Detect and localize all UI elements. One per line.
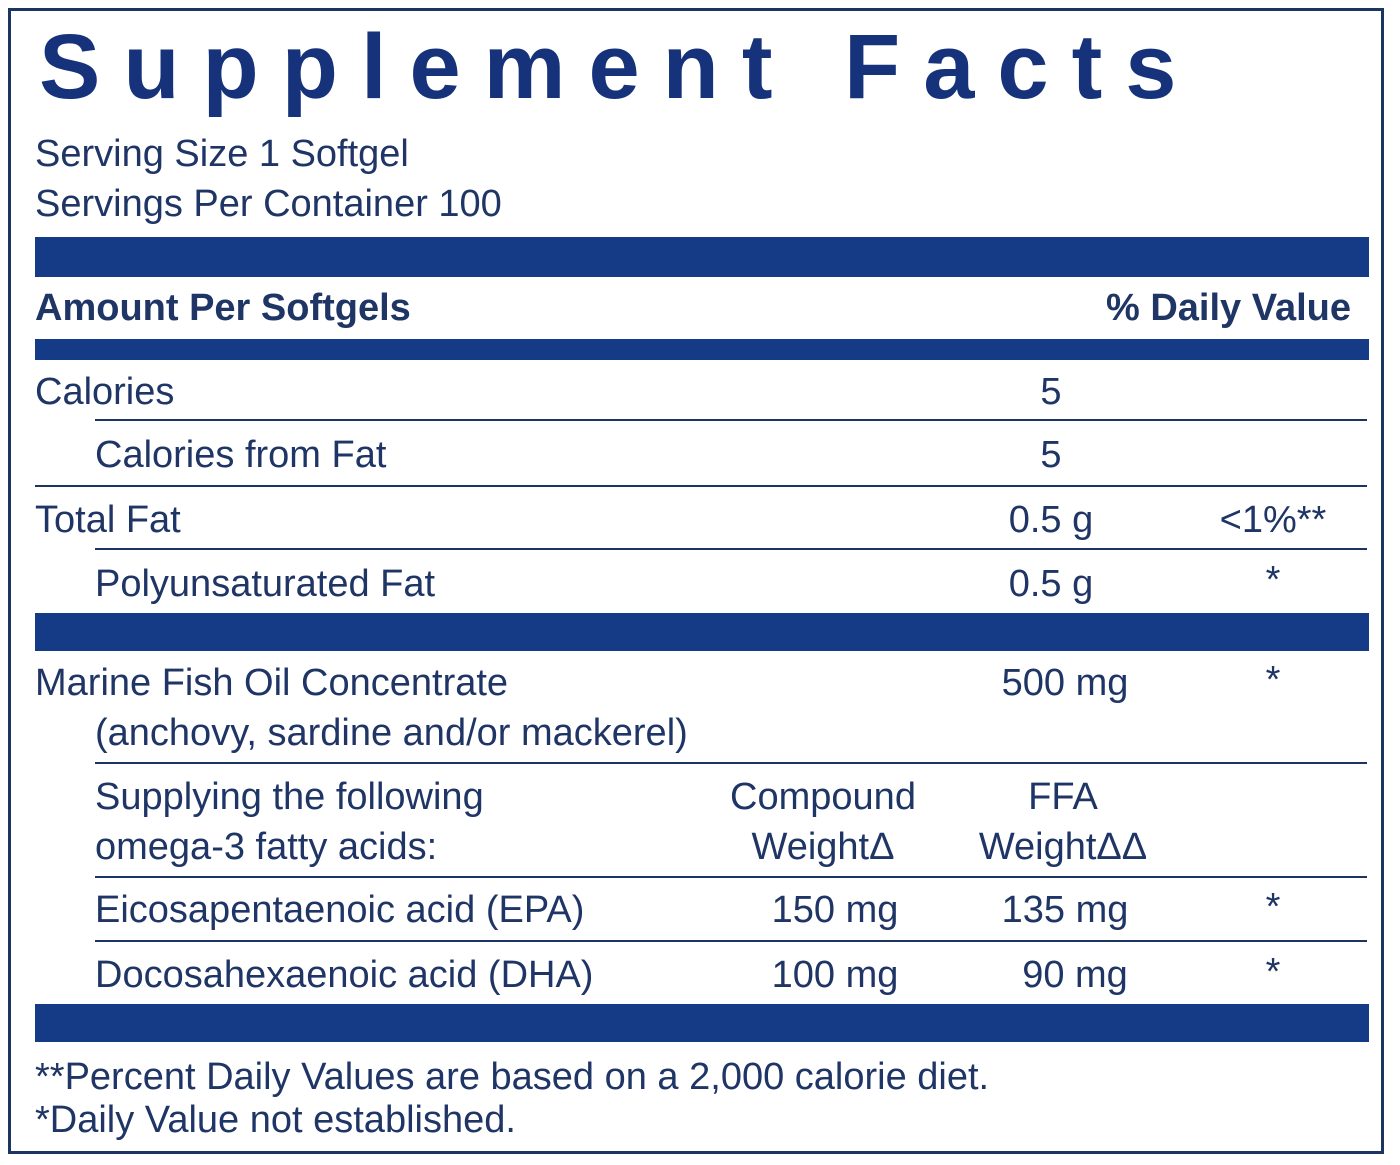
- divider-bar-bottom: [35, 1004, 1369, 1042]
- fish-oil-dv: *: [1265, 659, 1281, 701]
- amount-per-label: Amount Per Softgels: [35, 287, 411, 329]
- fish-oil-amount: 500 mg: [1001, 662, 1129, 704]
- total-fat-dv: <1%**: [1219, 499, 1327, 541]
- compound-weight-header: Compound: [730, 776, 916, 818]
- divider-bar-header: [35, 339, 1369, 360]
- row-divider: [95, 876, 1367, 878]
- omega-header-line2: omega-3 fatty acids:: [95, 826, 438, 868]
- dha-name: Docosahexaenoic acid (DHA): [95, 954, 594, 996]
- dha-ffa: 90 mg: [1022, 954, 1128, 996]
- row-divider: [95, 419, 1367, 421]
- row-divider: [95, 762, 1367, 764]
- fish-oil-source: (anchovy, sardine and/or mackerel): [95, 712, 688, 754]
- ffa-weight-header: FFA: [1028, 776, 1098, 818]
- dha-compound: 100 mg: [771, 954, 899, 996]
- divider-bar-mid: [35, 613, 1369, 651]
- calories-from-fat-name: Calories from Fat: [95, 434, 387, 476]
- fish-oil-name: Marine Fish Oil Concentrate: [35, 662, 509, 704]
- servings-per-container: Servings Per Container 100: [35, 183, 502, 225]
- epa-name: Eicosapentaenoic acid (EPA): [95, 889, 585, 931]
- ffa-weight-header-line2: WeightΔΔ: [978, 826, 1148, 868]
- calories-from-fat-amount: 5: [1040, 434, 1062, 476]
- dha-dv: *: [1265, 951, 1281, 993]
- calories-name: Calories: [35, 371, 175, 413]
- footnote-not-established: *Daily Value not established.: [35, 1099, 516, 1141]
- poly-fat-amount: 0.5 g: [1008, 563, 1094, 605]
- epa-ffa: 135 mg: [1001, 889, 1129, 931]
- supplement-facts-panel: Supplement Facts Serving Size 1 Softgel …: [8, 8, 1384, 1154]
- epa-dv: *: [1265, 886, 1281, 928]
- serving-size: Serving Size 1 Softgel: [35, 133, 409, 175]
- total-fat-name: Total Fat: [35, 499, 181, 541]
- poly-fat-dv: *: [1265, 559, 1281, 601]
- divider-bar-top: [35, 237, 1369, 277]
- row-divider: [95, 940, 1367, 942]
- total-fat-amount: 0.5 g: [1008, 499, 1094, 541]
- daily-value-label: % Daily Value: [1105, 287, 1351, 329]
- compound-weight-header-line2: WeightΔ: [751, 826, 895, 868]
- row-divider: [35, 485, 1367, 487]
- epa-compound: 150 mg: [771, 889, 899, 931]
- footnote-daily-values: **Percent Daily Values are based on a 2,…: [35, 1056, 990, 1098]
- omega-header-line1: Supplying the following: [95, 776, 484, 818]
- row-divider: [95, 548, 1367, 550]
- calories-amount: 5: [1040, 371, 1062, 413]
- panel-title: Supplement Facts: [39, 16, 1200, 118]
- poly-fat-name: Polyunsaturated Fat: [95, 563, 436, 605]
